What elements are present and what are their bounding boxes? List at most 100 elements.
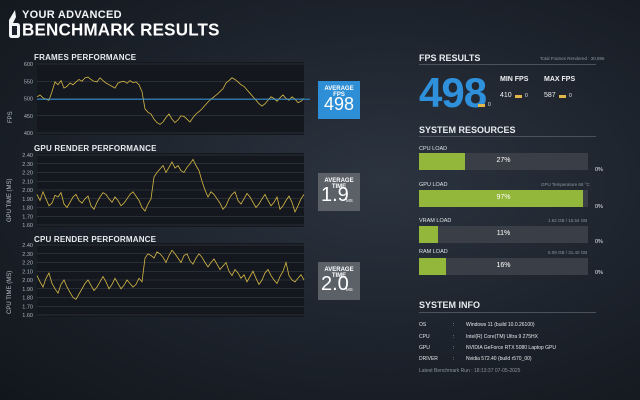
gpu-y-tick-label: 1.80	[22, 206, 33, 212]
os-separator: :	[453, 322, 455, 328]
driver-separator: :	[453, 356, 455, 362]
gpu-separator: :	[453, 345, 455, 351]
cpu-panel-title: CPU RENDER PERFORMANCE	[34, 235, 157, 244]
os-key: OS	[419, 322, 427, 328]
cpu-y-axis-label: CPU TIME (MS)	[7, 270, 13, 314]
gpu-y-tick-label: 1.60	[22, 223, 33, 228]
gpu-key: GPU	[419, 345, 430, 351]
cpu-average-time-value: 2.0	[321, 273, 349, 295]
ram-load-fill	[419, 258, 447, 275]
fps-average-value: 498	[419, 69, 487, 116]
ram-usage-text: 5.09 GB / 31.40 GB	[548, 250, 588, 255]
ram-load-bar: 16%	[419, 258, 588, 275]
driver-value: Nvidia 572.40 (build r570_00)	[466, 356, 532, 362]
cpu-y-tick-label: 2.40	[22, 243, 33, 249]
max-fps-value: 587	[544, 92, 556, 99]
cpu-y-tick-label: 2.20	[22, 261, 33, 267]
max-fps-label: MAX FPS	[544, 76, 576, 83]
driver-key: DRIVER	[419, 356, 438, 362]
system-info-title: SYSTEM INFO	[419, 300, 481, 310]
gpu-average-time-value: 1.9	[321, 184, 349, 206]
system-resources-title: SYSTEM RESOURCES	[419, 125, 516, 135]
system-resources-divider	[419, 136, 596, 137]
average-fps-box: AVERAGE FPS 498	[318, 81, 360, 119]
frames-y-tick-label: 550	[24, 79, 33, 85]
vram-load-value: 11%	[496, 230, 511, 237]
cpu-y-tick-label: 1.90	[22, 287, 33, 293]
gpu-y-tick-label: 2.40	[22, 153, 33, 159]
cpu-chart: 2.40 2.30 2.20 2.10 2.00 1.90 1.80 1.70 1.60	[22, 243, 305, 318]
frames-y-tick-label: 450	[24, 114, 33, 120]
min-fps-indicator-icon	[515, 95, 522, 98]
ram-load-indicator: 0%	[595, 270, 603, 276]
system-info-divider	[419, 312, 596, 313]
ram-load-value: 16%	[496, 262, 511, 269]
min-fps-value: 410	[500, 92, 512, 99]
cpu-load-label: CPU LOAD	[419, 146, 448, 152]
cpu-load-indicator: 0%	[595, 167, 603, 173]
vram-usage-text: 1.62 GB / 15.54 GB	[548, 218, 588, 223]
vram-load-fill	[419, 226, 438, 243]
page-title: BENCHMARK RESULTS	[22, 20, 220, 40]
min-fps-indicator: 0	[525, 93, 528, 99]
gpu-y-tick-label: 2.20	[22, 171, 33, 177]
max-fps-indicator: 0	[569, 93, 572, 99]
cpu-average-time-label: AVERAGE TIME	[324, 267, 354, 279]
frames-y-tick-label: 600	[24, 62, 33, 68]
cpu-average-time-unit: MS	[346, 287, 353, 292]
gpu-y-tick-label: 2.10	[22, 179, 33, 185]
frames-panel-title: FRAMES PERFORMANCE	[34, 53, 137, 62]
cpu-y-tick-label: 2.30	[22, 252, 33, 258]
cpu-y-tick-label: 2.00	[22, 278, 33, 284]
gpu-value: NVIDIA GeForce RTX 5080 Laptop GPU	[466, 345, 556, 351]
gpu-average-time-unit: MS	[346, 198, 353, 203]
gpu-y-axis-label: GPU TIME (MS)	[7, 178, 13, 222]
average-fps-label: AVERAGE FPS	[324, 86, 354, 98]
cpu-y-tick-label: 1.80	[22, 296, 33, 302]
gpu-average-time-label: AVERAGE TIME	[324, 178, 354, 190]
vram-load-indicator: 0%	[595, 239, 603, 245]
vram-load-label: VRAM LOAD	[419, 218, 452, 224]
gpu-panel-title: GPU RENDER PERFORMANCE	[34, 144, 157, 153]
fps-average-indicator: 0	[488, 102, 491, 108]
frames-series-line	[36, 76, 305, 125]
frames-y-axis-label: FPS	[8, 111, 14, 123]
gpu-y-tick-label: 2.00	[22, 188, 33, 194]
ram-load-label: RAM LOAD	[419, 249, 448, 255]
gpu-y-tick-label: 1.70	[22, 214, 33, 220]
cpu-load-bar: 27%	[419, 153, 588, 170]
latest-run-text: Latest Benchmark Run : 18:13:37 07-05-20…	[419, 368, 521, 374]
fps-average-indicator-icon	[478, 104, 485, 107]
cpu-y-tick-label: 2.10	[22, 269, 33, 275]
fps-results-divider	[419, 64, 596, 65]
gpu-load-label: GPU LOAD	[419, 182, 448, 188]
gpu-load-bar: 97%	[419, 190, 588, 207]
total-frames-text: Total Frames Rendered : 30,886	[540, 56, 605, 61]
fps-results-title: FPS RESULTS	[419, 53, 481, 63]
gpu-load-fill	[419, 190, 583, 207]
header-subtitle: YOUR ADVANCED	[22, 9, 122, 21]
frames-chart: 600 550 500 450 400	[24, 62, 310, 136]
gpu-load-indicator: 0%	[595, 204, 603, 210]
cpu-value: Intel(R) Core(TM) Ultra 9 275HX	[466, 334, 538, 340]
gpu-y-tick-label: 2.30	[22, 162, 33, 168]
min-fps-label: MIN FPS	[500, 76, 529, 83]
vram-load-bar: 11%	[419, 226, 588, 243]
cpu-load-fill	[419, 153, 465, 170]
max-fps-indicator-icon	[559, 95, 566, 98]
os-value: Windows 11 (build 10.0.26100)	[466, 322, 535, 328]
gpu-y-tick-label: 1.90	[22, 197, 33, 203]
gpu-average-time-box: AVERAGE TIME 1.9 MS	[318, 173, 360, 211]
siege-logo-icon	[9, 10, 20, 38]
cpu-load-value: 27%	[496, 157, 511, 164]
gpu-load-value: 97%	[496, 194, 511, 201]
cpu-average-time-box: AVERAGE TIME 2.0 MS	[318, 262, 360, 300]
cpu-series-line	[36, 249, 305, 300]
frames-y-tick-label: 500	[24, 97, 33, 103]
gpu-temperature-text: GPU Temperature 68 °C	[541, 182, 590, 187]
cpu-y-tick-label: 1.60	[22, 313, 33, 318]
gpu-series-line	[36, 158, 305, 213]
cpu-separator: :	[453, 334, 455, 340]
cpu-key: CPU	[419, 334, 430, 340]
gpu-chart: 2.40 2.30 2.20 2.10 2.00 1.90 1.80 1.70 1.60	[22, 153, 305, 228]
